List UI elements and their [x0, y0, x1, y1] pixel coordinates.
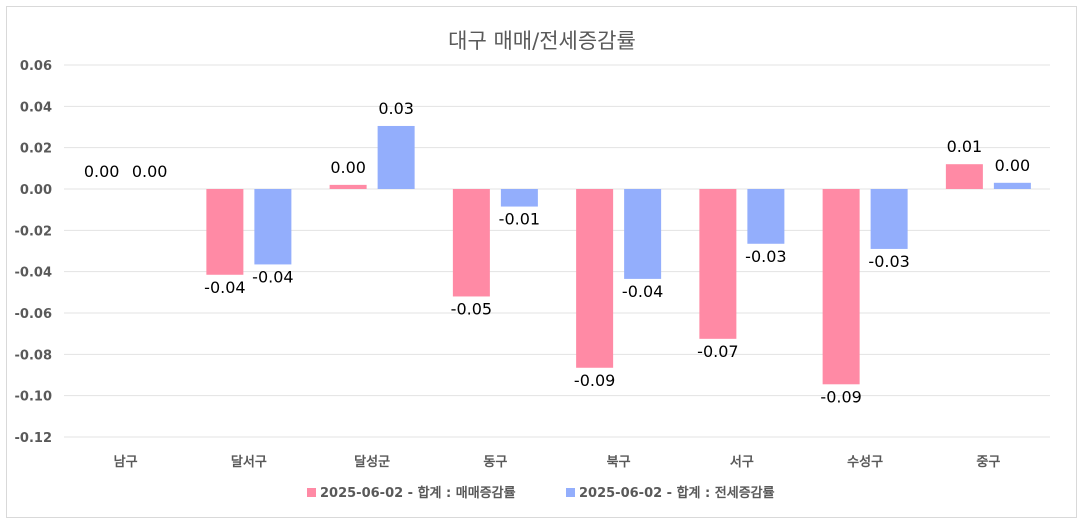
bar-lease [624, 189, 662, 279]
x-tick-label: 달서구 [231, 455, 267, 470]
bar-lease [747, 189, 785, 244]
legend-label: 2025-06-02 - 합계 : 매매증감률 [320, 485, 516, 501]
x-tick-label: 달성군 [354, 455, 390, 470]
data-label: 0.00 [84, 162, 120, 181]
x-tick-label: 북구 [607, 455, 631, 470]
bar-sale [945, 164, 983, 189]
y-tick-label: 0.02 [20, 142, 52, 157]
data-label: -0.09 [820, 387, 861, 406]
data-label: -0.01 [499, 210, 540, 229]
bars [206, 125, 1031, 385]
bar-sale [329, 184, 367, 189]
y-tick-label: -0.06 [15, 307, 52, 322]
data-label: -0.04 [622, 282, 663, 301]
bar-sale [822, 189, 860, 385]
bar-lease [500, 189, 538, 207]
data-label: 0.01 [947, 137, 983, 156]
data-labels: 0.00 0.00 -0.04 -0.04 0.00 0.03 -0.05 -0.01 -0.0… [84, 99, 1030, 406]
legend: 2025-06-02 - 합계 : 매매증감률 2025-06-02 - 합계 :… [307, 485, 775, 501]
y-axis-ticks: 0.06 0.04 0.02 0.00 -0.02 -0.04 -0.06 -0.08 -0.1… [15, 59, 52, 446]
legend-swatch [566, 488, 575, 497]
x-tick-label: 동구 [483, 455, 507, 470]
y-tick-label: -0.04 [15, 266, 52, 281]
x-tick-label: 수성구 [847, 455, 883, 470]
y-tick-label: -0.10 [15, 390, 52, 405]
data-label: 0.03 [378, 99, 414, 118]
y-tick-label: 0.00 [20, 183, 52, 198]
x-tick-label: 남구 [114, 454, 138, 470]
data-label: -0.05 [451, 299, 492, 318]
y-tick-label: -0.12 [15, 431, 52, 446]
bar-lease [870, 189, 908, 249]
bar-sale [576, 189, 614, 368]
y-tick-label: 0.06 [20, 59, 52, 74]
data-label: -0.09 [574, 371, 615, 390]
x-tick-label: 서구 [730, 455, 754, 470]
gridlines [64, 64, 1050, 438]
y-tick-label: 0.04 [20, 100, 52, 115]
data-label: -0.03 [868, 252, 909, 271]
bar-sale [452, 189, 490, 297]
data-label: -0.04 [204, 278, 245, 297]
bar-sale [699, 189, 737, 339]
chart-frame [6, 6, 1077, 518]
x-axis-ticks: 남구 달서구 달성군 동구 북구 서구 수성구 중구 [114, 454, 1001, 470]
data-label: -0.03 [745, 247, 786, 266]
data-label: -0.04 [252, 267, 293, 286]
bar-lease [377, 125, 415, 189]
x-tick-label: 중구 [976, 455, 1000, 470]
data-label: 0.00 [132, 162, 168, 181]
bar-lease [993, 182, 1031, 189]
y-tick-label: -0.08 [15, 348, 52, 363]
y-tick-label: -0.02 [15, 224, 52, 239]
legend-swatch [307, 488, 316, 497]
legend-label: 2025-06-02 - 합계 : 전세증감률 [579, 485, 775, 501]
bar-sale [206, 189, 244, 275]
chart-title: 대구 매매/전세증감률 [448, 29, 636, 53]
data-label: 0.00 [995, 156, 1031, 175]
bar-lease [254, 189, 292, 265]
data-label: 0.00 [330, 158, 366, 177]
data-label: -0.07 [697, 342, 738, 361]
